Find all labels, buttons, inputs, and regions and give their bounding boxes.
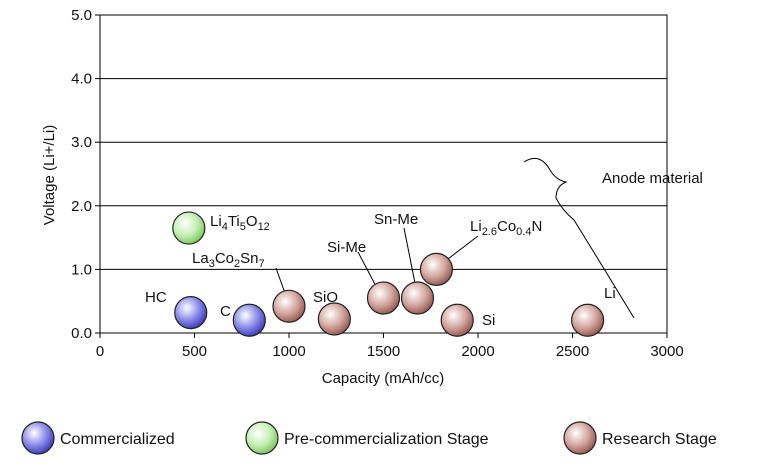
x-tick-label: 2500	[556, 343, 589, 360]
label-hc: HC	[145, 289, 167, 306]
x-axis-label: Capacity (mAh/cc)	[322, 370, 445, 387]
annotation-brace	[523, 157, 635, 319]
label-si-me: Si-Me	[327, 239, 366, 256]
y-axis: 0.0 1.0 2.0 3.0 4.0 5.0	[71, 7, 100, 342]
point-si	[440, 303, 474, 337]
point-li	[571, 303, 605, 337]
point-sn-me	[400, 281, 435, 315]
label-si: Si	[482, 312, 495, 329]
y-tick-label: 5.0	[71, 7, 92, 24]
annotation-label: Anode material	[602, 170, 703, 187]
x-tick-label: 1500	[367, 343, 400, 360]
point-c	[232, 303, 266, 337]
leader-line-si-me	[357, 251, 379, 291]
x-tick-label: 500	[182, 343, 207, 360]
x-tick-label: 3000	[650, 343, 683, 360]
point-si-me	[366, 281, 401, 315]
data-points	[172, 211, 605, 337]
y-tick-label: 2.0	[71, 198, 92, 215]
gridlines	[100, 78, 667, 270]
x-tick-label: 1000	[272, 343, 305, 360]
point-sio	[317, 302, 351, 336]
label-c: C	[220, 303, 231, 320]
y-tick-label: 0.0	[71, 325, 92, 342]
point-la3co2sn7	[272, 289, 306, 323]
legend-marker-commercialized	[21, 421, 55, 455]
legend-marker-research	[563, 421, 597, 455]
point-hc	[174, 296, 208, 330]
label-li4ti5o12: Li4Ti5O12	[210, 213, 270, 233]
x-tick-label: 0	[96, 343, 104, 360]
y-axis-label: Voltage (Li+/Li)	[41, 125, 58, 225]
legend: Commercialized Pre-commercialization Stag…	[21, 421, 717, 455]
y-tick-label: 4.0	[71, 71, 92, 88]
leader-line-sn-me	[403, 227, 417, 289]
point-li2-6co0-4n	[419, 252, 454, 286]
label-li: Li	[604, 285, 616, 302]
legend-label-pre-commercialization: Pre-commercialization Stage	[284, 431, 489, 448]
x-tick-label: 2000	[461, 343, 494, 360]
anode-material-annotation: Anode material	[523, 157, 703, 319]
leader-line-li2-6co0-4n	[443, 235, 479, 263]
y-tick-label: 3.0	[71, 134, 92, 151]
label-la3co2sn7: La3Co2Sn7	[192, 250, 265, 270]
y-tick-label: 1.0	[71, 261, 92, 278]
legend-label-commercialized: Commercialized	[60, 431, 175, 448]
label-li2-6co0-4n: Li2.6Co0.4N	[470, 218, 542, 238]
point-li4ti5o12	[172, 211, 206, 245]
legend-label-research: Research Stage	[602, 431, 717, 448]
label-sio: SiO	[313, 289, 338, 306]
label-sn-me: Sn-Me	[374, 211, 418, 228]
x-axis: 0 500 1000 1500 2000 2500 3000	[96, 333, 684, 360]
legend-marker-pre-commercialization	[245, 421, 279, 455]
